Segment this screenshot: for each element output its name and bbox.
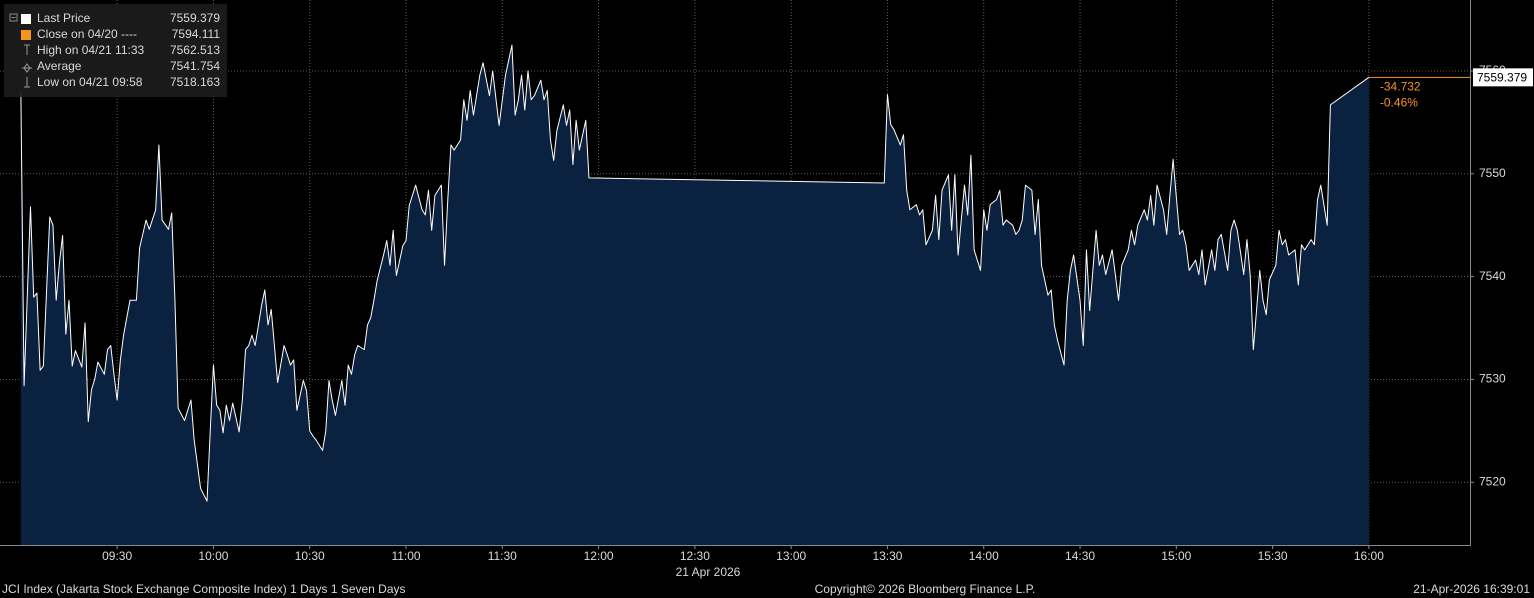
legend-value: 7559.379: [170, 11, 220, 25]
legend-box: [4, 4, 227, 97]
last-price-box: [1473, 68, 1533, 87]
axes: 09:30 10:00 10:30 11:00 11:30 12:00 12:30 13:00…: [102, 63, 1533, 563]
x-tick-label: 12:30: [680, 549, 710, 563]
legend-value: 7541.754: [170, 59, 220, 73]
last-price-label: 7559.379: [1477, 71, 1527, 85]
x-tick-label: 13:30: [872, 549, 902, 563]
x-tick-label: 14:30: [1065, 549, 1095, 563]
x-tick-label: 14:00: [969, 549, 999, 563]
legend: Last Price 7559.379 Close on 04/20 ---- 759…: [4, 4, 227, 97]
x-tick-label: 11:30: [488, 549, 517, 563]
x-tick-label: 09:30: [102, 549, 132, 563]
footer-center: Copyright© 2026 Bloomberg Finance L.P.: [815, 582, 1036, 596]
legend-value: 7594.111: [172, 27, 221, 41]
x-tick-label: 16:00: [1354, 549, 1384, 563]
y-tick-label: 7530: [1479, 372, 1506, 386]
y-tick-label: 7550: [1479, 166, 1506, 180]
y-tick-label: 7520: [1479, 474, 1506, 488]
date-label: 21 Apr 2026: [676, 565, 741, 579]
legend-swatch: [21, 30, 31, 40]
legend-swatch: [21, 14, 31, 24]
legend-label: Low on 04/21 09:58: [37, 75, 143, 89]
legend-label: Close on 04/20 ----: [37, 27, 137, 41]
x-tick-label: 10:30: [295, 549, 325, 563]
legend-collapse-icon: [9, 13, 18, 22]
plot: [20, 44, 1470, 546]
x-tick-label: 11:00: [391, 549, 420, 563]
legend-high-icon: [24, 44, 30, 55]
legend-average-icon: [22, 63, 32, 73]
x-tick-label: 15:00: [1161, 549, 1191, 563]
price-line: [20, 44, 1370, 502]
legend-value: 7562.513: [170, 43, 220, 57]
footer-right: 21-Apr-2026 16:39:01: [1413, 582, 1530, 596]
footer-left: JCI Index (Jakarta Stock Exchange Compos…: [2, 582, 406, 596]
x-tick-label: 12:00: [584, 549, 614, 563]
x-tick-label: 13:00: [776, 549, 806, 563]
x-tick-label: 10:00: [198, 549, 228, 563]
legend-label: High on 04/21 11:33: [37, 43, 145, 57]
change-annotation: -34.732: [1380, 80, 1421, 94]
legend-label: Last Price: [37, 11, 91, 25]
legend-low-icon: [24, 77, 30, 88]
area-fill: [20, 45, 1369, 546]
y-tick-label: 7540: [1479, 269, 1506, 283]
legend-label: Average: [37, 59, 82, 73]
change-annotation: -0.46%: [1380, 96, 1418, 110]
x-tick-label: 15:30: [1258, 549, 1288, 563]
legend-value: 7518.163: [170, 75, 220, 89]
